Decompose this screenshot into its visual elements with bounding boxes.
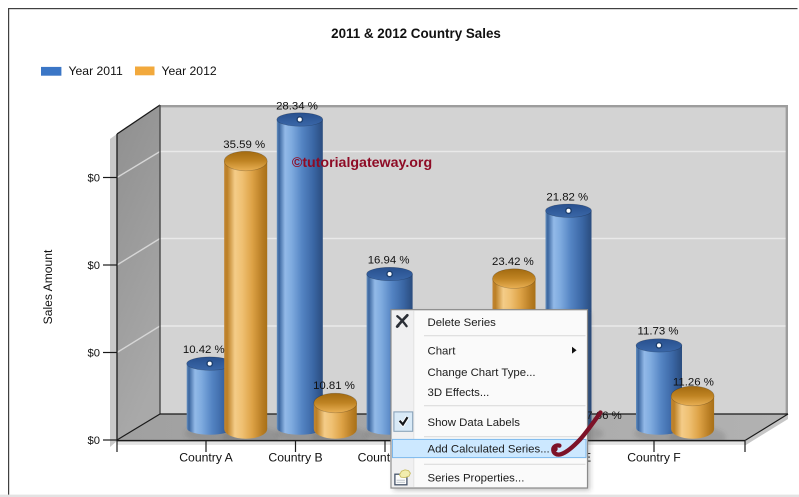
svg-text:Country A: Country A	[179, 451, 233, 465]
svg-text:3D Effects...: 3D Effects...	[428, 387, 490, 399]
svg-text:Sales Amount: Sales Amount	[41, 249, 55, 324]
svg-text:$0: $0	[88, 260, 100, 272]
svg-text:21.82 %: 21.82 %	[546, 191, 588, 203]
svg-text:Country F: Country F	[627, 451, 681, 465]
svg-text:23.42 %: 23.42 %	[492, 256, 534, 268]
svg-text:Country B: Country B	[268, 451, 322, 465]
svg-text:11.26 %: 11.26 %	[673, 376, 714, 388]
svg-text:Add Calculated Series...: Add Calculated Series...	[428, 444, 550, 456]
svg-text:35.59 %: 35.59 %	[223, 139, 265, 151]
svg-text:Year 2012: Year 2012	[162, 64, 217, 78]
svg-text:$0: $0	[88, 435, 100, 447]
svg-text:$0: $0	[88, 348, 100, 360]
svg-text:10.81 %: 10.81 %	[313, 380, 355, 392]
svg-text:Change Chart Type...: Change Chart Type...	[428, 367, 536, 379]
svg-text:Show Data Labels: Show Data Labels	[428, 417, 521, 429]
svg-text:16.94 %: 16.94 %	[368, 255, 410, 267]
svg-text:Delete Series: Delete Series	[428, 317, 497, 329]
svg-text:Chart: Chart	[428, 345, 457, 357]
svg-text:11.73 %: 11.73 %	[638, 326, 679, 338]
svg-text:$0: $0	[88, 173, 100, 185]
svg-text:10.42 %: 10.42 %	[183, 344, 225, 356]
svg-text:©tutorialgateway.org: ©tutorialgateway.org	[292, 155, 432, 171]
svg-text:28.34 %: 28.34 %	[276, 101, 318, 113]
svg-text:7.66 %: 7.66 %	[586, 410, 621, 422]
svg-text:Year 2011: Year 2011	[69, 64, 123, 78]
svg-text:Series Properties...: Series Properties...	[428, 473, 525, 485]
svg-text:2011 & 2012 Country Sales: 2011 & 2012 Country Sales	[331, 26, 501, 41]
